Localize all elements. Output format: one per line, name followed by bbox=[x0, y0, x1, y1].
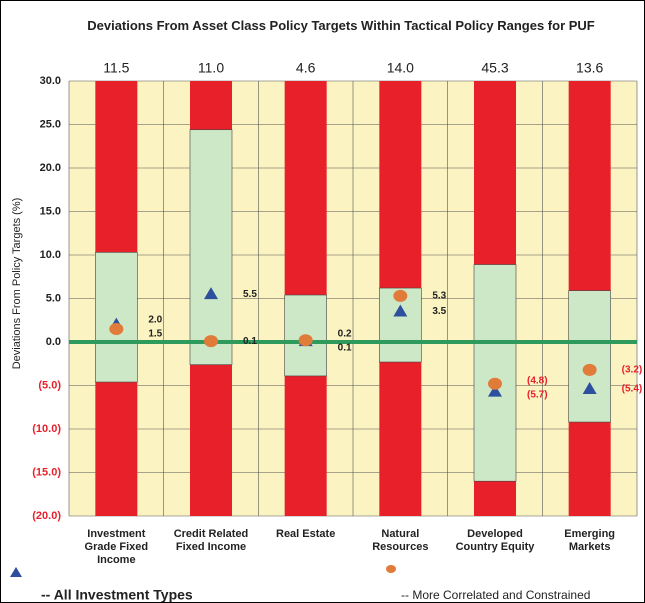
circle-marker bbox=[204, 335, 218, 348]
triangle-marker bbox=[204, 287, 218, 300]
y-tick-label: 30.0 bbox=[40, 75, 61, 87]
header-value: 4.6 bbox=[296, 60, 316, 76]
x-tick-label: Developed Country Equity bbox=[455, 528, 535, 553]
y-axis-label: Deviations From Policy Targets (%) bbox=[11, 198, 23, 370]
legend-circle bbox=[386, 565, 396, 573]
circle-marker bbox=[298, 334, 313, 347]
circle-marker bbox=[393, 289, 408, 302]
header-value: 14.0 bbox=[387, 60, 414, 76]
data-label: 5.3 bbox=[432, 291, 446, 302]
upper-outside-bar bbox=[190, 81, 232, 130]
data-label: 0.1 bbox=[338, 342, 352, 353]
header-value: 11.0 bbox=[198, 60, 224, 76]
data-label: (5.7) bbox=[527, 389, 548, 400]
triangle-marker bbox=[582, 381, 597, 394]
y-tick-label: 25.0 bbox=[40, 118, 61, 130]
header-value: 45.3 bbox=[481, 60, 508, 76]
upper-outside-bar bbox=[95, 81, 138, 253]
data-label: (4.8) bbox=[527, 375, 548, 386]
header-value: 13.6 bbox=[576, 60, 603, 76]
y-tick-label: 5.0 bbox=[46, 292, 61, 304]
y-tick-label: (20.0) bbox=[32, 510, 61, 522]
legend-label: -- More Correlated and Constrained bbox=[401, 588, 590, 602]
upper-outside-bar bbox=[379, 81, 422, 289]
triangle-marker bbox=[393, 304, 408, 317]
circle-marker bbox=[488, 377, 502, 390]
x-tick-label: Real Estate bbox=[276, 528, 336, 540]
upper-outside-bar bbox=[568, 81, 611, 291]
data-label: 5.5 bbox=[243, 289, 257, 300]
header-value: 11.5 bbox=[103, 60, 129, 76]
y-tick-label: 15.0 bbox=[40, 205, 61, 217]
triangle-marker bbox=[488, 384, 502, 397]
data-label: 0.1 bbox=[243, 336, 257, 347]
legend-label: -- All Investment Types bbox=[41, 587, 193, 602]
policy-range-bar bbox=[95, 252, 138, 383]
data-label: 1.5 bbox=[148, 328, 162, 339]
data-label: 2.0 bbox=[148, 314, 162, 325]
x-tick-label: Credit Related Fixed Income bbox=[173, 528, 249, 553]
lower-outside-bar bbox=[284, 375, 327, 516]
legend-triangle bbox=[10, 567, 22, 577]
y-tick-label: (15.0) bbox=[32, 466, 61, 478]
y-tick-label: 10.0 bbox=[40, 249, 61, 261]
data-label: 3.5 bbox=[432, 306, 446, 317]
x-tick-label: Natural Resources bbox=[372, 528, 429, 553]
x-tick-label: Investment Grade Fixed Income bbox=[84, 528, 149, 566]
lower-outside-bar bbox=[95, 382, 138, 516]
chart-title: Deviations From Asset Class Policy Targe… bbox=[87, 18, 595, 33]
y-tick-label: (10.0) bbox=[32, 423, 61, 435]
lower-outside-bar bbox=[379, 362, 422, 516]
policy-range-bar bbox=[189, 129, 233, 365]
x-tick-label: Emerging Markets bbox=[564, 528, 616, 553]
lower-outside-bar bbox=[568, 422, 611, 516]
data-label: 0.2 bbox=[338, 328, 352, 339]
y-tick-label: (5.0) bbox=[38, 379, 61, 391]
circle-marker bbox=[582, 363, 597, 376]
circle-marker bbox=[109, 322, 124, 335]
data-label: (3.2) bbox=[622, 364, 643, 375]
upper-outside-bar bbox=[284, 81, 327, 296]
lower-outside-bar bbox=[190, 364, 232, 516]
policy-range-bar bbox=[568, 290, 611, 423]
policy-range-bar bbox=[473, 264, 517, 482]
data-label: (5.4) bbox=[622, 384, 643, 395]
y-tick-label: 20.0 bbox=[40, 162, 61, 174]
lower-outside-bar bbox=[474, 481, 516, 516]
y-tick-label: 0.0 bbox=[46, 336, 61, 348]
upper-outside-bar bbox=[474, 81, 516, 265]
